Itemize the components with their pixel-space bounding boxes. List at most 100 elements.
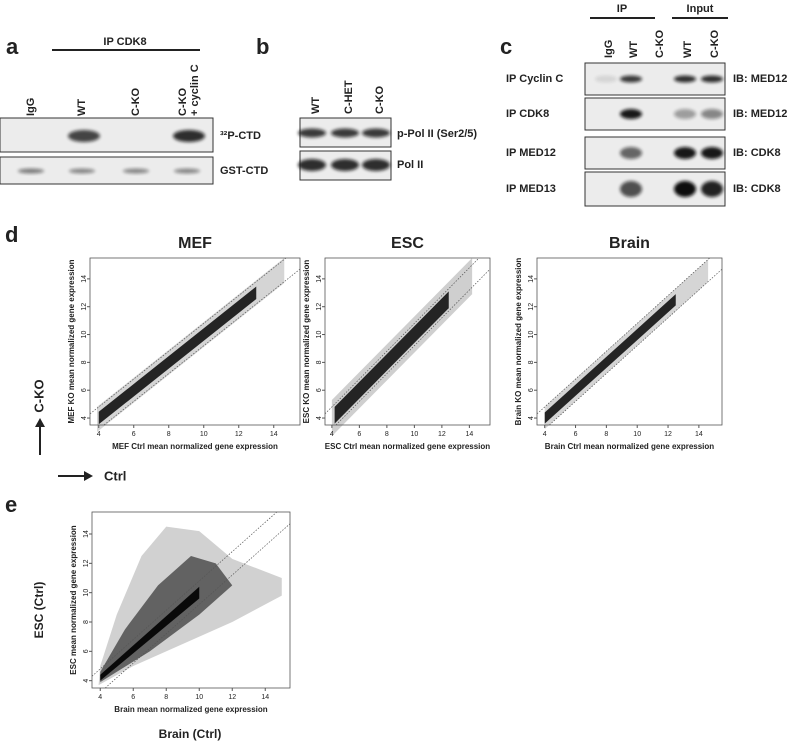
- ip-header: IP CDK8: [103, 36, 146, 48]
- plot-frame: [536, 257, 723, 426]
- row-label: p-Pol II (Ser2/5): [397, 128, 477, 140]
- panel-letter: b: [256, 34, 269, 59]
- x-axis-label: ESC Ctrl mean normalized gene expression: [325, 442, 490, 451]
- y-tick-label: 14: [81, 275, 88, 283]
- band: [674, 75, 696, 83]
- band: [701, 147, 723, 159]
- x-tick-label: 14: [465, 431, 473, 438]
- band: [620, 147, 642, 159]
- x-tick-label: 4: [97, 431, 101, 438]
- band: [701, 181, 723, 197]
- y-tick-label: 4: [83, 679, 90, 683]
- y-tick-label: 12: [83, 559, 90, 567]
- band: [68, 130, 100, 142]
- row-label: IP CDK8: [506, 108, 549, 120]
- y-axis-label: ESC KO mean normalized gene expression: [302, 260, 311, 424]
- y-tick-label: 8: [316, 360, 323, 364]
- y-tick-label: 6: [316, 388, 323, 392]
- band: [362, 159, 390, 171]
- point-cloud: [544, 294, 676, 424]
- y-tick-label: 8: [81, 360, 88, 364]
- band: [620, 181, 642, 197]
- panel-letter: a: [6, 34, 19, 59]
- guide-line: [104, 523, 291, 689]
- lane-label: C-KO+ cyclin C: [177, 64, 201, 116]
- group-label: Input: [687, 3, 714, 15]
- lane-label: WT: [682, 41, 694, 58]
- y-tick-label: 14: [316, 275, 323, 283]
- row-label: IB: CDK8: [733, 147, 781, 159]
- x-tick-label: 14: [270, 431, 278, 438]
- band: [620, 109, 642, 119]
- y-tick-label: 8: [528, 360, 535, 364]
- plot-title: MEF: [178, 235, 212, 252]
- x-tick-label: 10: [633, 431, 641, 438]
- y-tick-label: 10: [83, 589, 90, 597]
- x-tick-label: 12: [235, 431, 243, 438]
- x-tick-label: 12: [438, 431, 446, 438]
- x-tick-label: 6: [574, 431, 578, 438]
- y-tick-label: 4: [316, 416, 323, 420]
- y-tick-label: 12: [528, 303, 535, 311]
- axis-title: Brain (Ctrl): [159, 727, 222, 741]
- x-tick-label: 14: [261, 694, 269, 701]
- lane-label: C-HET: [343, 80, 355, 114]
- direction-label: C-KO: [31, 379, 46, 412]
- plot-title: Brain: [609, 235, 650, 252]
- row-label: IP Cyclin C: [506, 73, 563, 85]
- y-tick-label: 14: [528, 275, 535, 283]
- band: [701, 109, 723, 119]
- panel-letter: e: [5, 492, 17, 517]
- band: [331, 159, 359, 171]
- band: [331, 128, 359, 138]
- row-label: IB: MED12: [733, 73, 787, 85]
- x-tick-label: 10: [195, 694, 203, 701]
- x-tick-label: 4: [330, 431, 334, 438]
- x-tick-label: 8: [604, 431, 608, 438]
- lane-label: C-KO: [130, 87, 142, 116]
- axis-title: ESC (Ctrl): [32, 582, 46, 639]
- x-tick-label: 10: [410, 431, 418, 438]
- row-label: IB: MED12: [733, 108, 787, 120]
- panel-letter: d: [5, 222, 18, 247]
- point-cloud: [100, 586, 200, 681]
- guide-line: [335, 268, 491, 426]
- band: [674, 181, 696, 197]
- row-label: ³²P-CTD: [220, 130, 261, 142]
- band: [362, 128, 390, 138]
- group-label: IP: [617, 3, 627, 15]
- lane-label: C-KO: [709, 29, 721, 58]
- band: [674, 109, 696, 119]
- x-tick-label: 4: [98, 694, 102, 701]
- band: [173, 130, 205, 142]
- x-tick-label: 14: [695, 431, 703, 438]
- arrow-head: [84, 471, 93, 481]
- x-axis-label: MEF Ctrl mean normalized gene expression: [112, 442, 278, 451]
- y-axis-label: ESC mean normalized gene expression: [69, 525, 78, 674]
- band: [123, 168, 149, 174]
- point-cloud: [98, 286, 257, 425]
- x-tick-label: 8: [167, 431, 171, 438]
- band: [298, 128, 326, 138]
- x-tick-label: 12: [664, 431, 672, 438]
- x-tick-label: 8: [385, 431, 389, 438]
- row-label: IP MED13: [506, 183, 556, 195]
- x-tick-label: 8: [164, 694, 168, 701]
- band: [18, 168, 44, 174]
- arrow-head: [35, 418, 45, 427]
- y-tick-label: 10: [81, 331, 88, 339]
- y-tick-label: 10: [316, 331, 323, 339]
- panel-letter: c: [500, 34, 512, 59]
- row-label: Pol II: [397, 159, 423, 171]
- x-tick-label: 6: [357, 431, 361, 438]
- guide-line: [324, 257, 480, 415]
- y-axis-label: MEF KO mean normalized gene expression: [67, 259, 76, 423]
- plot-frame: [89, 257, 301, 426]
- y-tick-label: 14: [83, 530, 90, 538]
- y-axis-label: Brain KO mean normalized gene expression: [514, 258, 523, 426]
- x-axis-label: Brain mean normalized gene expression: [114, 705, 267, 714]
- point-cloud: [334, 291, 449, 424]
- band: [701, 75, 723, 83]
- band: [298, 159, 326, 171]
- plot-title: ESC: [391, 235, 424, 252]
